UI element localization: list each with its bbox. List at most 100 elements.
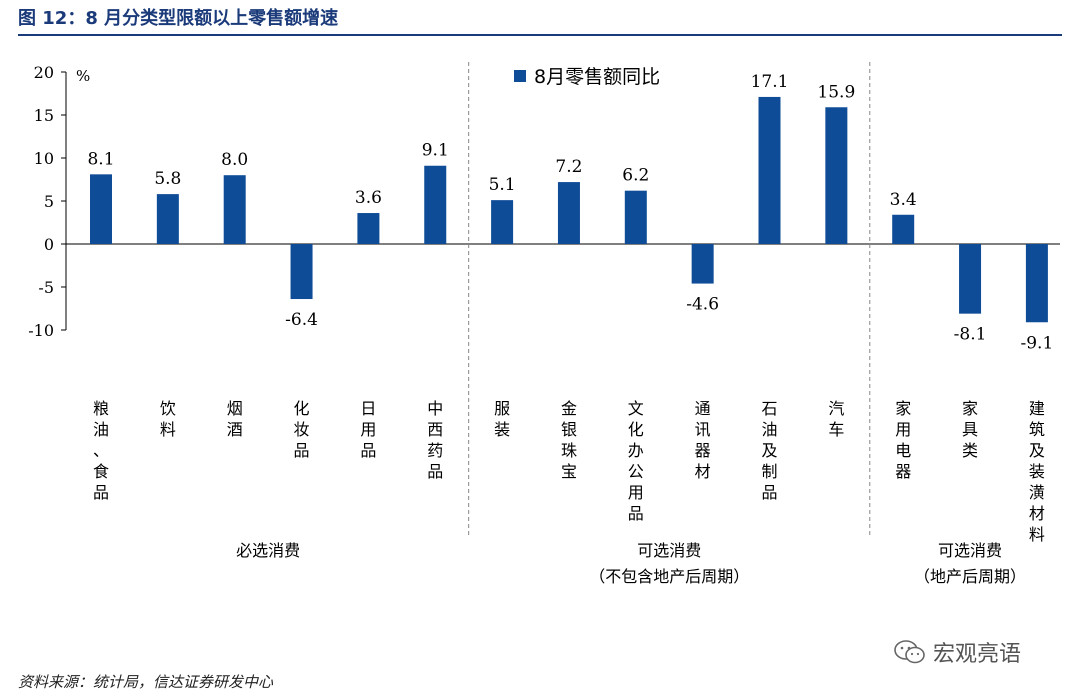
value-label: 6.2 (622, 166, 649, 186)
category-label: 日用品 (360, 399, 376, 460)
category-label: 烟酒 (227, 399, 243, 439)
category-char: 用 (895, 420, 911, 439)
category-label: 服装 (494, 399, 510, 439)
category-char: 家 (895, 399, 911, 418)
y-unit-label: % (76, 67, 90, 85)
category-char: 品 (360, 441, 376, 460)
category-char: 西 (427, 420, 443, 439)
group-label: 必选消费 (236, 541, 300, 560)
category-char: 材 (695, 462, 711, 481)
category-char: 类 (962, 441, 978, 460)
category-label: 石油及制品 (761, 399, 777, 502)
group-label: 可选消费 (637, 541, 701, 560)
category-char: 潢 (1029, 483, 1045, 502)
category-char: 珠 (561, 441, 577, 460)
category-char: 公 (628, 462, 644, 481)
category-char: 油 (93, 420, 109, 439)
watermark: 宏观亮语 (893, 636, 1021, 668)
category-char: 车 (828, 420, 844, 439)
value-label: 5.8 (154, 169, 181, 189)
value-label: 15.9 (817, 82, 855, 102)
category-char: 料 (160, 420, 176, 439)
y-tick-label: -10 (28, 321, 54, 340)
category-char: 办 (628, 441, 644, 460)
category-char: 粮 (93, 399, 109, 418)
category-label: 金银珠宝 (561, 399, 577, 481)
category-label: 家具类 (962, 399, 978, 460)
bar (90, 174, 112, 244)
category-char: 油 (761, 420, 777, 439)
bar (557, 182, 580, 244)
category-char: 器 (695, 441, 711, 460)
category-char: 食 (93, 462, 109, 481)
title-rule (18, 34, 1062, 36)
category-label: 家用电器 (895, 399, 911, 481)
value-label: 8.1 (87, 149, 114, 169)
category-char: 讯 (695, 420, 711, 439)
legend-label: 8月零售额同比 (534, 66, 660, 88)
y-tick-label: 0 (44, 235, 54, 254)
bar (959, 244, 982, 314)
source-note: 资料来源：统计局，信达证券研发中心 (18, 673, 274, 691)
wechat-icon (894, 640, 925, 664)
category-char: 材 (1029, 504, 1045, 523)
bar (624, 190, 647, 244)
value-label: 9.1 (422, 141, 449, 161)
category-label: 通讯器材 (695, 399, 711, 481)
y-tick-label: 15 (34, 106, 54, 125)
category-char: 金 (561, 399, 577, 418)
category-label: 化妆品 (294, 399, 310, 460)
group-label: （地产后周期） (914, 567, 1026, 586)
category-label: 汽车 (828, 399, 844, 439)
category-label: 文化办公用品 (628, 399, 644, 523)
category-char: 品 (761, 483, 777, 502)
bar (223, 175, 246, 244)
category-char: 装 (494, 420, 510, 439)
category-char: 日 (360, 399, 376, 418)
bar (491, 200, 514, 244)
category-label: 粮油、食品 (93, 399, 109, 502)
value-label: 7.2 (555, 157, 582, 177)
category-char: 及 (1029, 441, 1045, 460)
category-char: 饮 (160, 399, 176, 418)
watermark-text: 宏观亮语 (933, 642, 1022, 667)
bar (758, 96, 781, 244)
category-char: 汽 (828, 399, 844, 418)
value-labels: 8.1 5.8 8.0 -6.4 3.6 9.1 5.1 7.2 6.2 -4.6 17.1 15.9… (87, 72, 1053, 353)
category-char: 通 (695, 399, 711, 418)
category-char: 具 (962, 420, 978, 439)
value-label: 3.4 (890, 190, 917, 210)
category-char: 酒 (227, 420, 243, 439)
category-labels: 粮油、食品饮料烟酒化妆品日用品中西药品服装金银珠宝文化办公用品通讯器材石油及制品… (93, 399, 1045, 544)
category-char: 药 (427, 441, 443, 460)
value-label: 8.0 (221, 150, 248, 170)
value-label: -8.1 (954, 325, 987, 345)
category-char: 品 (427, 462, 443, 481)
bar (290, 244, 313, 300)
category-char: 妆 (294, 420, 310, 439)
bar (691, 244, 714, 284)
category-char: 品 (93, 483, 109, 502)
category-char: 烟 (227, 399, 243, 418)
page-title: 图 12：8 月分类型限额以上零售额增速 (18, 8, 339, 29)
category-char: 宝 (561, 462, 577, 481)
bar (825, 107, 848, 244)
category-char: 用 (360, 420, 376, 439)
category-char: 品 (628, 504, 644, 523)
value-label: -9.1 (1021, 333, 1054, 353)
bar (357, 213, 380, 244)
bars (90, 96, 1048, 323)
category-char: 石 (761, 399, 777, 418)
value-label: -4.6 (686, 295, 719, 315)
category-char: 电 (895, 441, 911, 460)
bar (156, 194, 179, 244)
bar (424, 165, 447, 244)
category-char: 化 (628, 420, 644, 439)
category-char: 银 (561, 420, 577, 439)
value-label: 3.6 (355, 188, 382, 208)
legend: 8月零售额同比 (514, 66, 660, 88)
category-char: 筑 (1029, 420, 1045, 439)
category-char: 中 (427, 399, 443, 418)
legend-swatch (514, 70, 526, 82)
